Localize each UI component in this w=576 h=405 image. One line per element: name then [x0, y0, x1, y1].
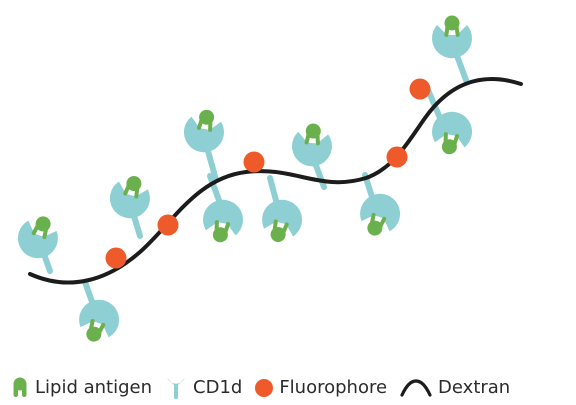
cd1d-lipid-complex — [262, 199, 303, 242]
legend-label: Fluorophore — [279, 377, 388, 398]
cd1d-stalk — [207, 173, 223, 206]
cd1d-lipid-complex — [292, 123, 332, 167]
cd1d-lipid-complex — [203, 199, 244, 243]
fluorophore — [157, 214, 179, 236]
lipid-antigen — [304, 123, 321, 146]
cd1d-stalk — [453, 50, 469, 83]
legend-label: Dextran — [438, 377, 511, 398]
cd1d-lipid-complexes — [17, 15, 473, 342]
lipid-antigen — [212, 220, 231, 243]
cd1d-lipid-complex — [360, 193, 401, 236]
lipid-antigen — [86, 318, 106, 342]
cd1d-lipid-complex — [109, 176, 150, 219]
cd1d-icon — [167, 378, 186, 399]
cd1d-lipid-complex — [17, 216, 58, 259]
cd1d-lipid-complex — [183, 109, 224, 153]
legend-label: Lipid antigen — [35, 377, 153, 398]
fluorophores — [105, 78, 431, 269]
legend-label: CD1d — [193, 377, 243, 398]
cd1d-lipid-complex — [432, 111, 473, 155]
dextran-icon — [400, 379, 432, 397]
cd1d-lipid-complex — [79, 299, 120, 342]
fluorophore — [105, 247, 127, 269]
dextran-backbone — [28, 77, 523, 285]
lipid-antigen — [444, 15, 460, 37]
legend-item-fluorophore: Fluorophore — [254, 378, 387, 398]
lipid-antigen — [270, 219, 289, 242]
lipid-antigen — [123, 176, 142, 199]
lipid-antigen — [367, 212, 387, 236]
lipid-antigen-icon — [13, 377, 27, 397]
fluorophore — [243, 151, 265, 173]
fluorophore-icon — [255, 379, 274, 397]
legend-item-lipid-antigen: Lipid antigen — [10, 377, 152, 399]
fluorophore — [386, 146, 408, 168]
lipid-antigen — [441, 132, 460, 155]
legend-item-cd1d: CD1d — [164, 375, 242, 401]
legend: Lipid antigen CD1d Fluorophore Dextran — [10, 374, 510, 402]
fluorophore — [409, 78, 431, 100]
cd1d-lipid-complex — [432, 15, 472, 59]
lipid-antigen — [31, 216, 51, 240]
lipid-antigen — [196, 109, 215, 132]
legend-item-dextran: Dextran — [399, 378, 510, 398]
